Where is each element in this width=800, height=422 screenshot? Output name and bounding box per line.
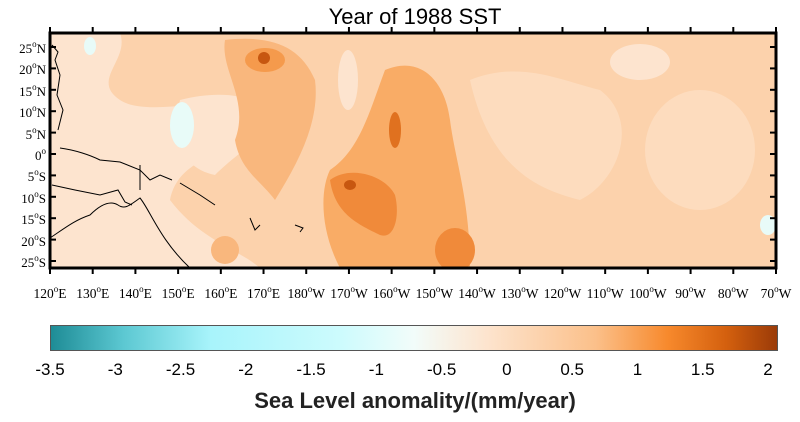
tick-marks bbox=[49, 27, 777, 274]
contour-light-n165 bbox=[338, 50, 358, 110]
contour-light-east bbox=[470, 71, 622, 201]
contour-max-s bbox=[344, 180, 356, 190]
latitude-label: 20oN bbox=[19, 60, 46, 78]
longitude-label: 160oW bbox=[372, 284, 411, 301]
longitude-label: 80oW bbox=[717, 284, 749, 301]
colorbar-tick-label: -3 bbox=[107, 360, 123, 379]
contour-neg-150e bbox=[170, 102, 194, 148]
contour-orange-band bbox=[224, 38, 316, 201]
contour-strong-n bbox=[389, 112, 401, 148]
colorbar-tick-label: -3.5 bbox=[35, 360, 65, 379]
longitude-label: 70oW bbox=[760, 284, 792, 301]
longitude-label: 130oW bbox=[501, 284, 539, 301]
longitude-label: 130oE bbox=[76, 284, 110, 301]
colorbar-label: Sea Level anomality/(mm/year) bbox=[254, 388, 576, 413]
latitude-label: 5oS bbox=[27, 167, 46, 185]
contour-neg-130e bbox=[84, 37, 96, 55]
colorbar bbox=[50, 325, 778, 351]
colorbar-tick-label: 1 bbox=[632, 360, 643, 379]
longitude-label: 90oW bbox=[675, 284, 706, 301]
contour-field bbox=[50, 33, 776, 268]
longitude-label: 140oE bbox=[118, 284, 152, 301]
latitude-label: 10oS bbox=[21, 188, 46, 206]
latitude-label: 20oS bbox=[21, 231, 46, 249]
latitude-label: 0o bbox=[35, 146, 46, 163]
latitude-label: 5oN bbox=[25, 124, 46, 142]
contour-light-north bbox=[610, 44, 670, 80]
map-plot bbox=[48, 27, 778, 274]
latitude-label: 10oN bbox=[19, 103, 46, 121]
colorbar-tick-label: 0 bbox=[502, 360, 512, 379]
longitude-label: 170oE bbox=[247, 284, 281, 301]
colorbar-tick-label: -0.5 bbox=[426, 360, 457, 379]
latitude-label: 25oN bbox=[19, 39, 46, 56]
longitude-label: 120oE bbox=[33, 284, 67, 301]
contour-neg-se bbox=[760, 215, 776, 235]
longitude-label: 140oW bbox=[458, 284, 496, 301]
contour-mid-s bbox=[211, 236, 239, 264]
longitude-label: 180oW bbox=[287, 284, 325, 301]
colorbar-tick-label: 1.5 bbox=[690, 360, 715, 379]
longitude-label: 120oW bbox=[543, 284, 582, 301]
contour-max-ne bbox=[258, 52, 270, 64]
map-frame bbox=[48, 31, 778, 270]
latitude-label: 25oS bbox=[21, 253, 46, 270]
longitude-label: 110oW bbox=[586, 284, 624, 301]
colorbar-tick-label: 0.5 bbox=[560, 360, 584, 379]
latitude-label: 15oN bbox=[19, 81, 46, 99]
contour-light-west bbox=[50, 33, 270, 268]
longitude-label: 150oE bbox=[161, 284, 195, 301]
colorbar-tick-label: -1 bbox=[368, 360, 384, 379]
colorbar-tick-label: -2.5 bbox=[165, 360, 196, 379]
longitude-label: 150oW bbox=[415, 284, 454, 301]
coastlines bbox=[50, 44, 304, 268]
colorbar-tick-label: 2 bbox=[763, 360, 773, 379]
contour-strong-s bbox=[435, 228, 475, 268]
colorbar-tick-label: -1.5 bbox=[296, 360, 326, 379]
longitude-label: 100oW bbox=[629, 284, 667, 301]
latitude-label: 15oS bbox=[21, 210, 46, 228]
map-title: Year of 1988 SST bbox=[328, 4, 502, 29]
longitude-label: 160oE bbox=[204, 284, 238, 301]
colorbar-tick-label: -2 bbox=[238, 360, 254, 379]
longitude-label: 170oW bbox=[330, 284, 368, 301]
contour-light-east2 bbox=[645, 90, 755, 210]
